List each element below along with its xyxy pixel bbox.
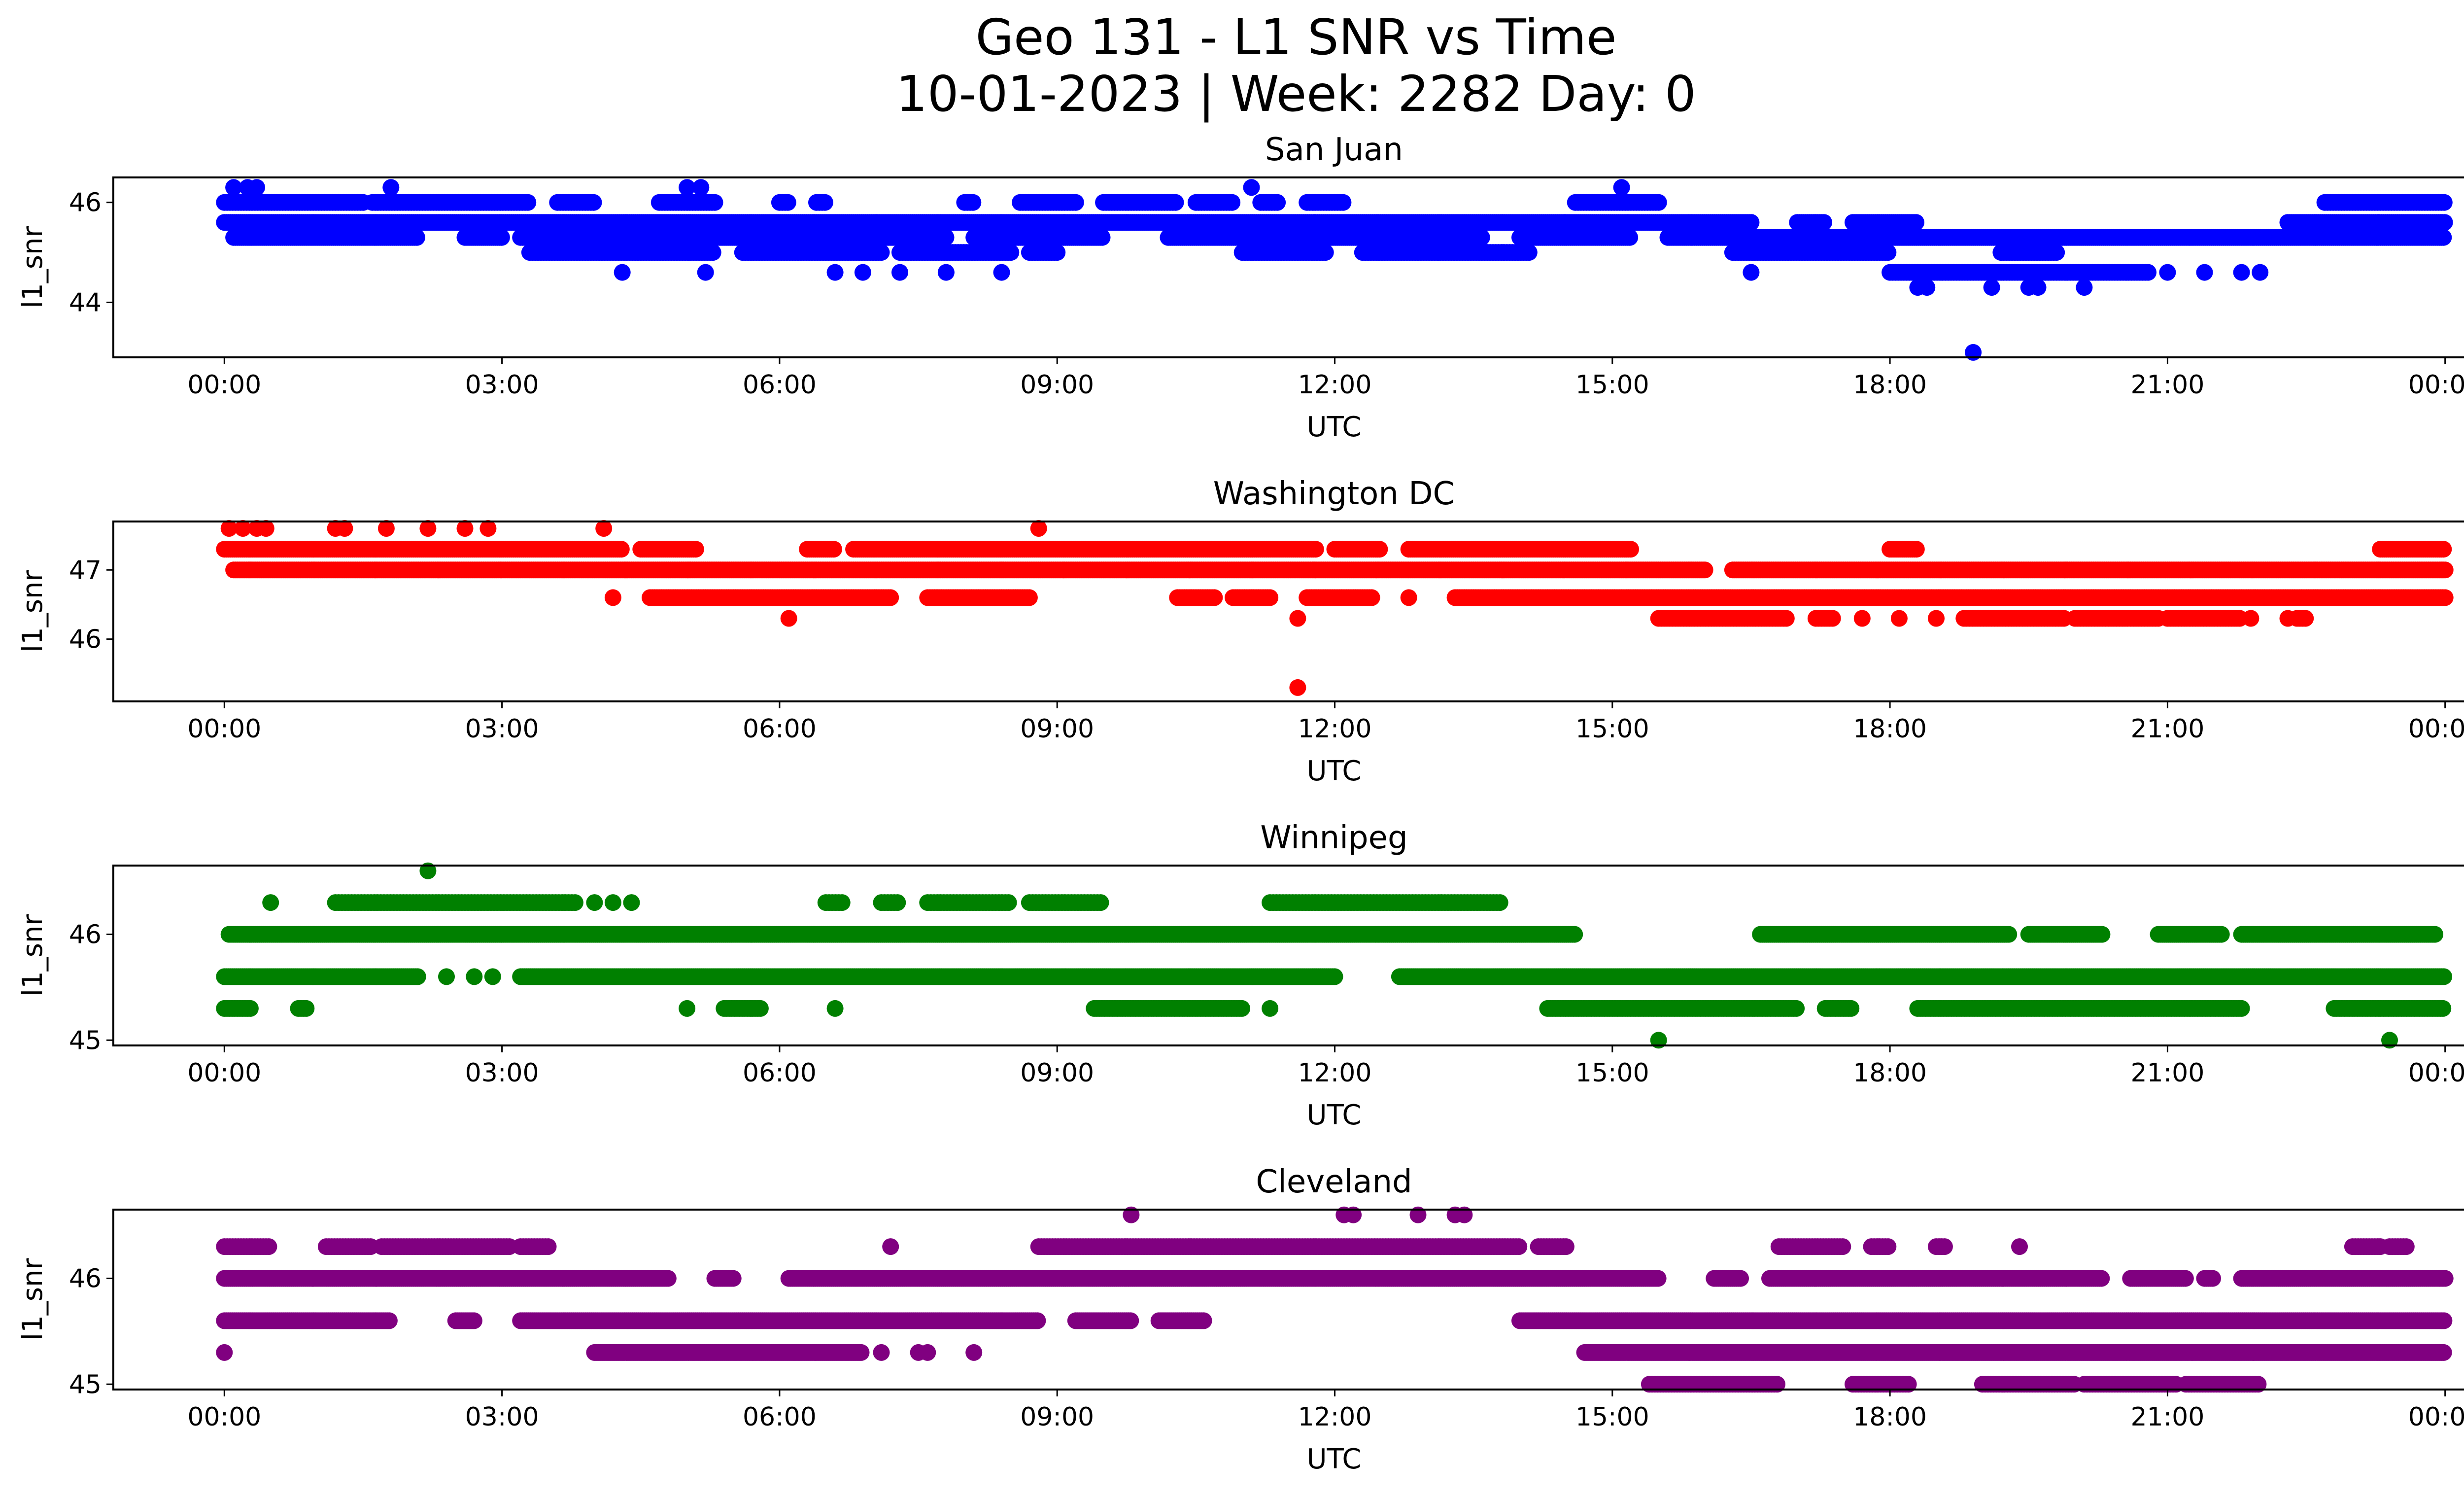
data-point	[2029, 279, 2047, 296]
data-point	[1049, 244, 1066, 261]
data-point	[2140, 264, 2156, 281]
figure-title-line-2: 10-01-2023 | Week: 2282 Day: 0	[896, 65, 1696, 123]
data-point	[1067, 194, 1084, 211]
data-point	[519, 194, 537, 211]
subplot-san-juan: San Juan 44 46 00:00 03:00 06:00 09:00 12:00 1…	[17, 132, 2464, 443]
data-point	[1743, 264, 1760, 281]
x-tick-label: 00:00	[187, 370, 261, 400]
data-point	[704, 244, 721, 261]
data-point	[687, 541, 704, 558]
data-point	[697, 264, 714, 281]
data-point	[1307, 541, 1324, 558]
data-point	[493, 229, 510, 246]
data-point	[2076, 279, 2093, 296]
data-point	[882, 589, 899, 606]
data-point	[1094, 229, 1111, 246]
x-tick-label: 15:00	[1575, 370, 1649, 400]
y-axis-label: l1_snr	[17, 226, 49, 309]
data-point	[1021, 589, 1038, 606]
data-point	[1650, 194, 1667, 211]
data-point	[1243, 179, 1260, 196]
x-axis-label: UTC	[1306, 411, 1361, 443]
x-tick-label: 21:00	[2130, 370, 2204, 400]
data-point	[1983, 279, 2000, 296]
data-point	[585, 194, 602, 211]
x-tick-label: 03:00	[465, 370, 539, 400]
data-point	[2435, 194, 2453, 211]
data-point	[1473, 229, 1490, 246]
data-point	[1269, 194, 1286, 211]
data-point	[825, 541, 842, 558]
data-point	[854, 264, 871, 281]
figure-title-line-1: Geo 131 - L1 SNR vs Time	[976, 8, 1617, 66]
subplot-title: Washington DC	[1213, 476, 1455, 512]
data-point	[2436, 214, 2453, 231]
scatter-points	[216, 179, 2453, 361]
y-tick-label: 46	[69, 188, 102, 218]
data-point	[248, 179, 265, 196]
data-point	[1621, 229, 1639, 246]
data-point	[937, 229, 955, 246]
x-tick-label: 09:00	[1020, 370, 1094, 400]
data-point	[613, 541, 630, 558]
data-point	[1335, 194, 1352, 211]
data-point	[993, 264, 1010, 281]
data-point	[964, 194, 982, 211]
data-point	[1262, 589, 1279, 606]
data-point	[1908, 214, 1924, 231]
data-point	[706, 194, 723, 211]
data-point	[2159, 264, 2176, 281]
y-tick-label: 44	[69, 288, 102, 317]
x-tick-label: 18:00	[1853, 370, 1927, 400]
data-point	[1908, 541, 1925, 558]
data-point	[1206, 589, 1223, 606]
data-point	[1880, 244, 1897, 261]
x-tick-label: 12:00	[1298, 370, 1372, 400]
data-point	[779, 194, 796, 211]
data-point	[408, 229, 425, 246]
data-point	[937, 264, 955, 281]
data-point	[382, 179, 400, 196]
data-point	[1363, 589, 1380, 606]
data-point	[1002, 244, 1020, 261]
x-tick-label: 06:00	[743, 370, 817, 400]
subplot-title: San Juan	[1265, 132, 1403, 168]
data-point	[1696, 561, 1713, 579]
data-point	[1918, 279, 1936, 296]
data-point	[2435, 229, 2452, 246]
data-point	[826, 264, 844, 281]
data-point	[692, 179, 710, 196]
data-point	[2048, 244, 2065, 261]
data-point	[873, 244, 890, 261]
data-point	[1224, 194, 1241, 211]
data-point	[2252, 264, 2269, 281]
data-point	[2436, 561, 2454, 579]
data-point	[2233, 264, 2250, 281]
data-point	[1743, 214, 1760, 231]
data-point	[891, 264, 908, 281]
data-point	[1520, 244, 1538, 261]
data-point	[816, 194, 833, 211]
data-point	[2196, 264, 2213, 281]
data-point	[614, 264, 631, 281]
data-point	[2435, 541, 2452, 558]
data-point	[1613, 179, 1630, 196]
data-point	[1317, 244, 1334, 261]
data-point	[1371, 541, 1388, 558]
data-point	[1815, 214, 1832, 231]
x-tick-label: 00:00	[2408, 370, 2464, 400]
data-point	[1167, 194, 1184, 211]
data-point	[1622, 541, 1639, 558]
